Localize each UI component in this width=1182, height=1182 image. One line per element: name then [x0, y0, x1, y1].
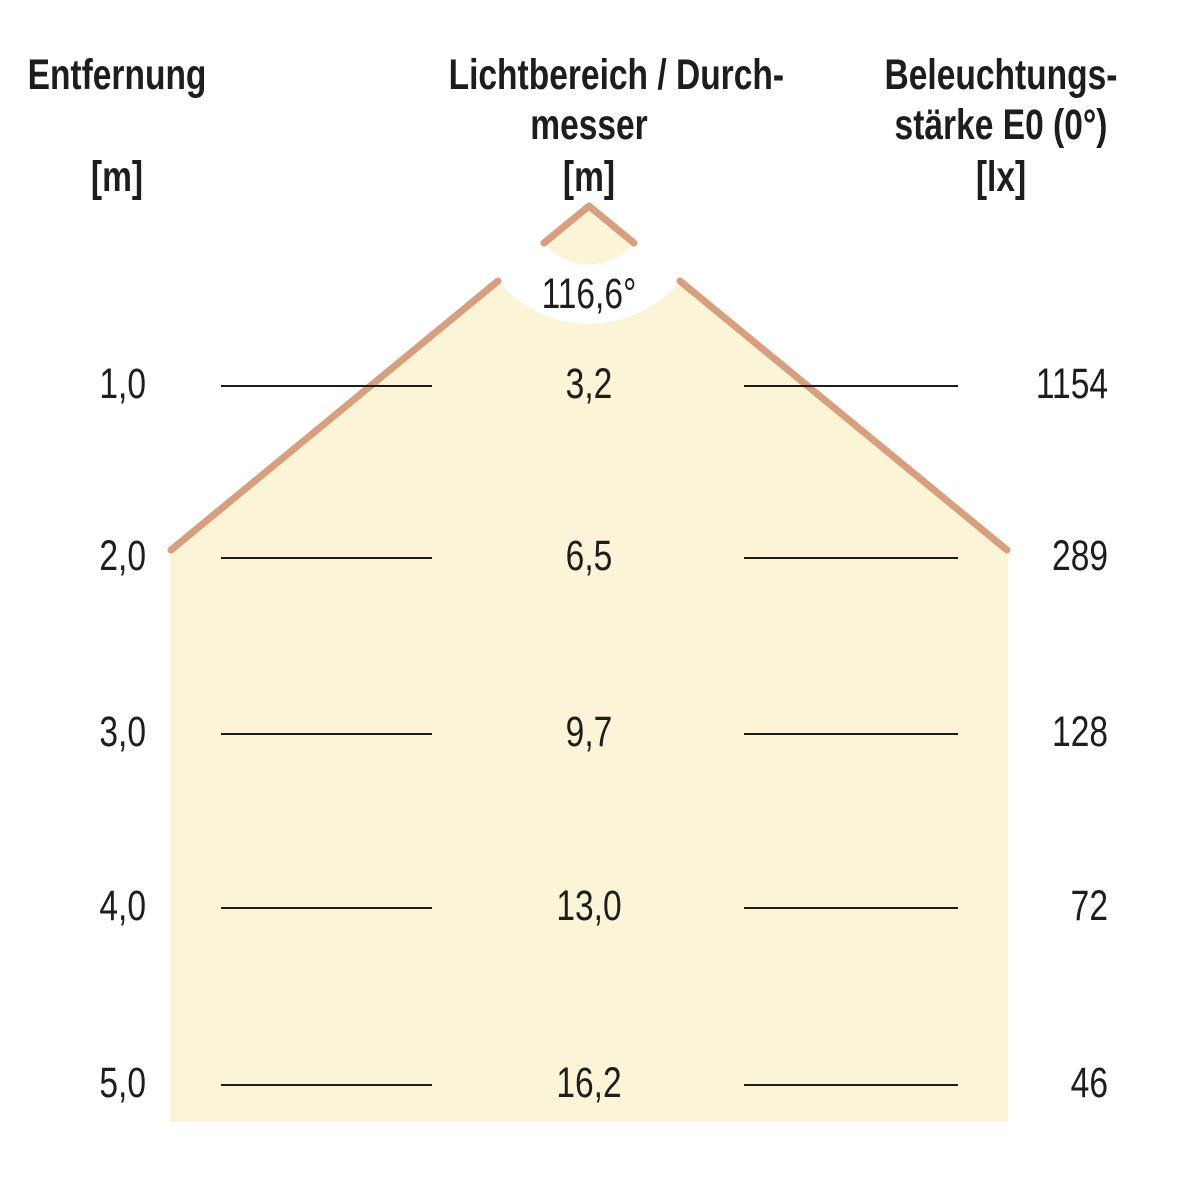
illuminance-column-unit: [lx] [975, 153, 1027, 201]
beam-angle-value: 116,6° [541, 270, 637, 318]
diameter-value: 13,0 [556, 882, 622, 930]
illuminance-column-title-line2: stärke E0 (0°) [894, 101, 1108, 149]
cone-body-shape [170, 281, 1008, 1122]
illuminance-value: 289 [1052, 532, 1108, 580]
distance-value: 4,0 [99, 882, 146, 930]
distance-column-unit: [m] [90, 153, 144, 201]
distance-column-title: Entfernung [27, 51, 207, 99]
illuminance-value: 46 [1070, 1059, 1108, 1107]
cone-left-edge-line [167, 277, 502, 554]
illuminance-value: 128 [1052, 708, 1108, 756]
diameter-column-unit: [m] [562, 153, 616, 201]
diameter-value: 3,2 [565, 360, 613, 408]
distance-value: 1,0 [99, 360, 146, 408]
diameter-value: 6,5 [565, 532, 613, 580]
illuminance-value: 72 [1070, 882, 1108, 930]
distance-value: 5,0 [99, 1059, 146, 1107]
diameter-value: 16,2 [556, 1059, 622, 1107]
cone-right-edge-line [676, 277, 1011, 554]
cone-apex-wedge-shape [544, 206, 634, 265]
diameter-value: 9,7 [565, 708, 613, 756]
cone-apex-edge-line [540, 202, 638, 247]
distance-value: 2,0 [99, 532, 146, 580]
illuminance-value: 1154 [1035, 360, 1108, 408]
distance-value: 3,0 [99, 708, 146, 756]
diameter-column-title-line1: Lichtbereich / Durch- [448, 51, 785, 99]
diameter-column-title-line2: messer [530, 101, 648, 149]
illuminance-column-title-line1: Beleuchtungs- [884, 51, 1118, 99]
